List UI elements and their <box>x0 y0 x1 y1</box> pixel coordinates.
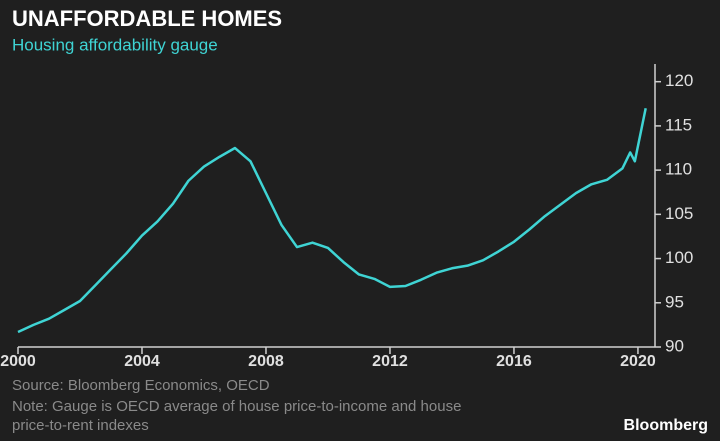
note: Note: Gauge is OECD average of house pri… <box>12 398 461 415</box>
line <box>17 107 647 334</box>
x-tick-label: 2012 <box>372 353 408 370</box>
y-tick-label: 100 <box>665 248 693 267</box>
note: price-to-rent indexes <box>12 417 149 434</box>
x-tick-label: 2008 <box>248 353 284 370</box>
y-tick-label: 105 <box>665 204 693 223</box>
y-tick-label: 95 <box>665 292 684 311</box>
chart-subtitle: Housing affordability gauge <box>12 35 218 54</box>
chart-title: UNAFFORDABLE HOMES <box>12 6 282 31</box>
y-tick-label: 120 <box>665 71 693 90</box>
brand: Bloomberg <box>624 417 708 434</box>
x-tick-label: 2020 <box>620 353 656 370</box>
y-tick-label: 115 <box>665 115 692 134</box>
source: Source: Bloomberg Economics, OECD <box>12 377 270 394</box>
y-tick-label: 90 <box>665 336 684 355</box>
x-tick-label: 2000 <box>0 353 36 370</box>
x-tick-label: 2004 <box>124 353 160 370</box>
y-tick-label: 110 <box>665 160 692 179</box>
x-tick-label: 2016 <box>496 353 532 370</box>
